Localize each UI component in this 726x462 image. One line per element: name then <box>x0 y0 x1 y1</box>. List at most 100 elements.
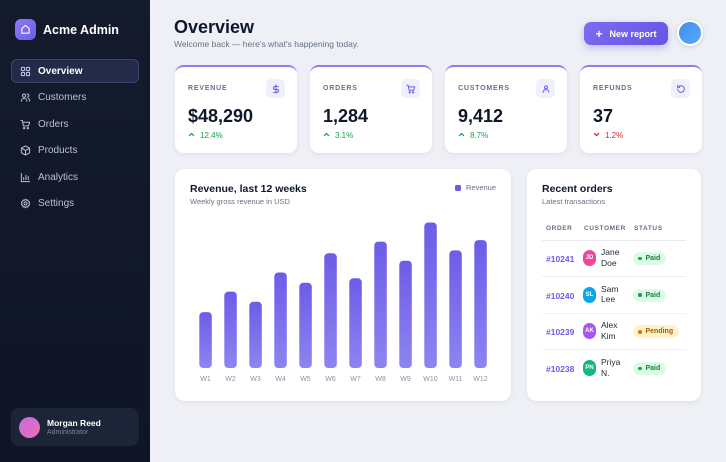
brand[interactable]: Acme Admin <box>15 19 119 40</box>
status-badge: Paid <box>633 252 667 265</box>
sidebar-item-overview[interactable]: Overview <box>11 59 139 83</box>
stat-value: 9,412 <box>458 106 504 126</box>
sidebar-nav: Overview Customers Orders Products Analy… <box>11 59 139 218</box>
stat-delta-value: 3.1% <box>335 131 354 140</box>
stat-delta-value: 1.2% <box>605 131 624 140</box>
header-avatar[interactable] <box>677 20 703 46</box>
status-dot-icon <box>638 330 642 334</box>
table-row[interactable]: #10241 JD Jane Doe Paid <box>542 241 686 277</box>
orders-title: Recent orders <box>542 183 613 195</box>
bar-w12[interactable] <box>474 240 487 368</box>
bar-w4[interactable] <box>274 272 287 369</box>
customer-name: Alex Kim <box>601 320 618 341</box>
chevron-up-icon <box>188 131 195 140</box>
bar-w11[interactable] <box>449 250 462 368</box>
order-id[interactable]: #10239 <box>546 327 575 338</box>
order-id[interactable]: #10238 <box>546 364 575 375</box>
chart-legend: Revenue <box>455 183 496 192</box>
x-tick-label: W1 <box>200 376 211 383</box>
cart-icon <box>401 79 420 98</box>
bar-w9[interactable] <box>399 260 412 368</box>
stat-delta: 1.2% <box>593 131 623 140</box>
app-name: Acme Admin <box>43 22 119 37</box>
bar-w8[interactable] <box>374 241 387 368</box>
customer-avatar: JD <box>583 250 596 266</box>
x-tick-label: W6 <box>325 376 336 383</box>
sidebar-item-label: Customers <box>38 92 87 103</box>
stat-value: 1,284 <box>323 106 369 126</box>
new-report-button[interactable]: + New report <box>584 22 668 45</box>
bar-w5[interactable] <box>299 282 312 368</box>
customer-avatar: SL <box>583 286 596 303</box>
revenue-bar-chart: W1 W2 W3 W4 W5 W6 W7 W8 W9 W10 W11 W12 <box>199 222 488 383</box>
sidebar-item-label: Overview <box>38 65 83 77</box>
status-dot-icon <box>638 256 642 261</box>
bar-w10[interactable] <box>424 222 437 369</box>
stat-value: 37 <box>593 106 614 126</box>
status-badge: Paid <box>633 288 667 302</box>
user-name: Morgan Reed <box>47 418 101 428</box>
chevron-up-icon <box>323 131 330 140</box>
stat-card-orders: ORDERS 1,284 3.1% <box>310 65 432 153</box>
order-id[interactable]: #10240 <box>546 290 575 301</box>
bar-w1[interactable] <box>199 312 212 368</box>
sidebar-item-settings[interactable]: Settings <box>11 192 139 216</box>
stat-card-refunds: REFUNDS 37 1.2% <box>580 65 702 153</box>
sidebar: Acme Admin Overview Customers Orders Pro… <box>0 0 150 462</box>
stat-label: REVENUE <box>188 85 228 92</box>
table-row[interactable]: #10240 SL Sam Lee Paid <box>542 278 686 314</box>
table-row[interactable]: #10238 PN Priya N. Paid <box>542 351 686 387</box>
orders-subtitle: Latest transactions <box>542 197 605 206</box>
status-badge: Paid <box>633 362 667 376</box>
customer-name: Sam Lee <box>601 283 619 305</box>
stat-delta: 8.7% <box>458 131 488 140</box>
column-header-order: ORDER <box>546 225 573 232</box>
page-subtitle: Welcome back — here's what's happening t… <box>174 39 359 49</box>
table-row[interactable]: #10239 AK Alex Kim Pending <box>542 314 686 351</box>
recent-orders-card: Recent orders Latest transactions ORDER … <box>527 169 701 401</box>
legend-swatch <box>455 184 461 191</box>
dollar-icon <box>266 79 285 98</box>
x-tick-label: W7 <box>350 376 361 383</box>
user-profile-card[interactable]: Morgan Reed Administrator <box>11 408 139 446</box>
sidebar-item-products[interactable]: Products <box>11 139 139 163</box>
x-tick-label: W5 <box>300 376 311 383</box>
order-id[interactable]: #10241 <box>546 254 575 264</box>
box-icon <box>20 145 31 156</box>
sidebar-item-analytics[interactable]: Analytics <box>11 165 139 189</box>
bar-w2[interactable] <box>224 291 237 368</box>
bar-chart-icon <box>20 172 31 183</box>
bar-w6[interactable] <box>324 253 337 368</box>
legend-label: Revenue <box>466 183 497 192</box>
page-title: Overview <box>174 17 255 37</box>
sidebar-item-label: Orders <box>38 118 69 130</box>
home-icon <box>15 19 36 40</box>
plus-icon: + <box>595 26 603 41</box>
stat-value: $48,290 <box>188 106 254 126</box>
status-label: Paid <box>645 255 661 262</box>
bar-w3[interactable] <box>249 301 262 368</box>
avatar <box>19 416 40 438</box>
header-divider <box>542 240 686 241</box>
x-tick-label: W4 <box>275 376 286 383</box>
bar-w7[interactable] <box>349 278 362 368</box>
x-tick-label: W3 <box>250 376 261 383</box>
chevron-down-icon <box>593 131 600 140</box>
stat-card-customers: CUSTOMERS 9,412 8.7% <box>445 65 567 153</box>
user-icon <box>536 79 555 98</box>
customer-name: Jane Doe <box>601 247 620 268</box>
sidebar-item-customers[interactable]: Customers <box>11 86 139 110</box>
sidebar-item-label: Settings <box>38 198 75 209</box>
chart-subtitle: Weekly gross revenue in USD <box>190 197 290 206</box>
stat-label: ORDERS <box>323 85 358 92</box>
x-tick-label: W2 <box>225 376 236 383</box>
stat-label: REFUNDS <box>593 85 633 92</box>
stat-delta-value: 12.4% <box>200 131 223 140</box>
status-dot-icon <box>638 293 642 297</box>
customer-avatar: PN <box>583 360 596 377</box>
sidebar-item-orders[interactable]: Orders <box>11 112 139 136</box>
sidebar-item-label: Analytics <box>38 171 79 183</box>
new-report-label: New report <box>609 28 657 39</box>
column-header-status: STATUS <box>634 225 663 232</box>
refresh-icon <box>671 79 690 98</box>
